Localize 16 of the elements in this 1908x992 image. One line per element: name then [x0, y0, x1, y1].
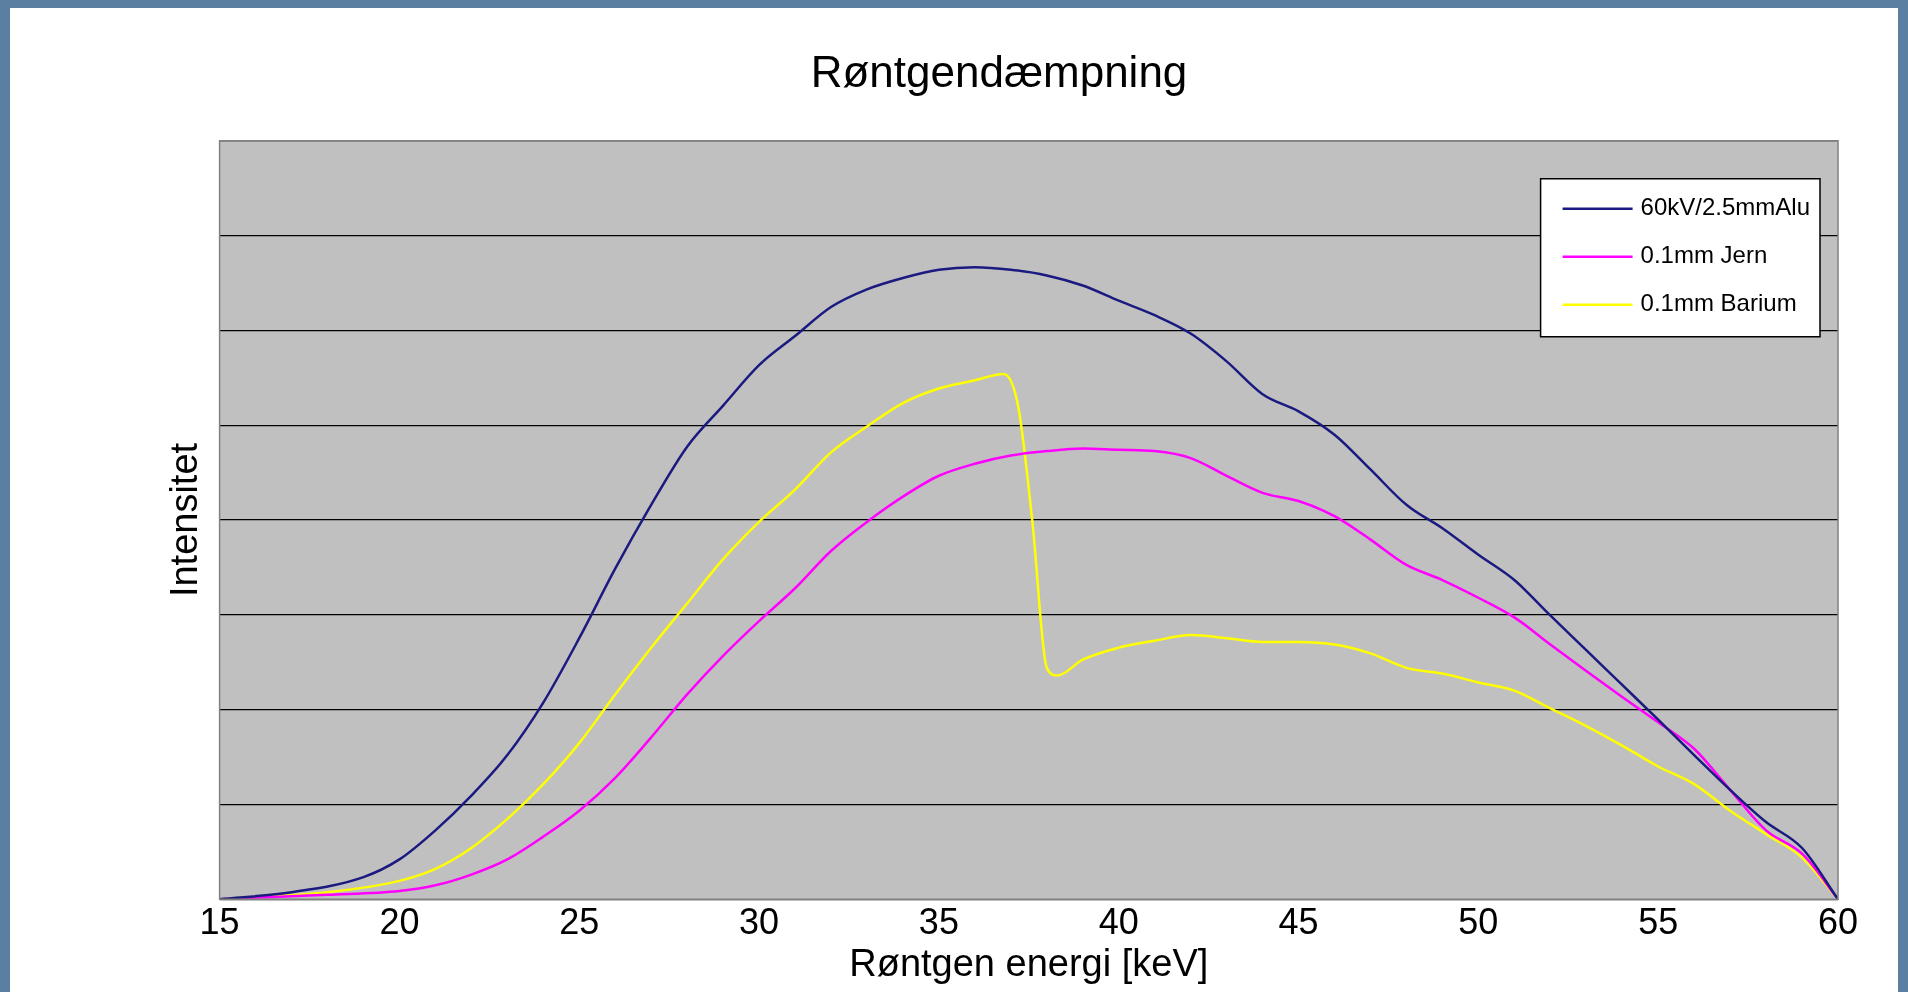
- x-tick-label: 25: [559, 900, 600, 942]
- x-tick-label: 20: [379, 900, 420, 942]
- x-axis-title: Røntgen energi [keV]: [849, 941, 1209, 984]
- legend-label: 0.1mm Barium: [1640, 289, 1797, 317]
- x-tick-label: 40: [1098, 900, 1139, 942]
- chart-title: Røntgendæmpning: [810, 46, 1188, 96]
- x-tick-label: 50: [1458, 900, 1499, 942]
- x-tick-label: 55: [1638, 900, 1679, 942]
- x-tick-label: 15: [199, 900, 240, 942]
- legend-label: 0.1mm Jern: [1640, 241, 1768, 269]
- legend-label: 60kV/2.5mmAlu: [1640, 193, 1810, 221]
- x-tick-label: 30: [739, 900, 780, 942]
- x-tick-label: 35: [918, 900, 959, 942]
- y-axis-title: Intensitet: [163, 442, 206, 598]
- x-tick-label: 60: [1817, 900, 1859, 942]
- x-tick-label: 45: [1278, 900, 1319, 942]
